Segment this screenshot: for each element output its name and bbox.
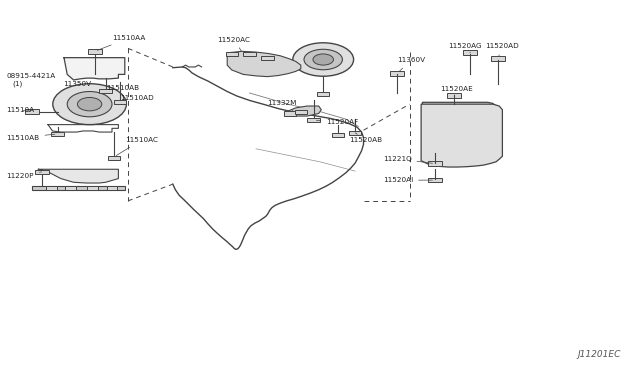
Bar <box>243 52 256 56</box>
Bar <box>46 186 56 190</box>
Text: (1): (1) <box>13 81 23 87</box>
Bar <box>349 131 362 135</box>
Bar <box>261 55 274 60</box>
Text: J11201EC: J11201EC <box>577 350 621 359</box>
Text: 11520AF: 11520AF <box>316 119 358 125</box>
Text: 11510AA: 11510AA <box>97 35 145 50</box>
Bar <box>88 186 98 190</box>
Bar <box>88 49 102 54</box>
Polygon shape <box>64 58 125 80</box>
Bar <box>35 170 49 174</box>
Polygon shape <box>422 102 498 122</box>
Text: 11520AD: 11520AD <box>485 44 519 56</box>
Ellipse shape <box>313 54 333 65</box>
Text: 11220P: 11220P <box>6 172 42 179</box>
Polygon shape <box>227 51 301 77</box>
Text: 11510AD: 11510AD <box>120 96 154 102</box>
Bar <box>99 89 112 93</box>
Polygon shape <box>32 186 125 190</box>
Ellipse shape <box>304 49 342 70</box>
Text: 08915-4421A: 08915-4421A <box>6 73 56 79</box>
Text: 11520AG: 11520AG <box>448 44 482 53</box>
Bar <box>108 155 120 160</box>
Bar <box>428 161 442 166</box>
Ellipse shape <box>67 92 112 117</box>
Bar <box>25 109 39 114</box>
Text: 11360V: 11360V <box>397 58 425 72</box>
Text: 11520AI: 11520AI <box>383 177 433 183</box>
Text: 11520AE: 11520AE <box>440 86 473 96</box>
Text: 11510AC: 11510AC <box>116 137 158 155</box>
Bar <box>284 111 296 116</box>
Text: 11332M: 11332M <box>268 100 297 112</box>
Ellipse shape <box>293 43 353 76</box>
Bar <box>463 51 477 55</box>
Bar <box>332 132 344 137</box>
Bar <box>428 178 442 182</box>
Bar <box>65 186 76 190</box>
Bar <box>307 118 320 122</box>
Bar <box>317 92 330 96</box>
Bar <box>107 186 117 190</box>
Text: 11510AB: 11510AB <box>6 134 55 141</box>
Text: 11520AB: 11520AB <box>349 133 382 143</box>
Bar <box>491 57 505 61</box>
Bar <box>294 110 307 115</box>
Text: 11520AC: 11520AC <box>218 37 251 52</box>
Bar <box>114 100 127 104</box>
Polygon shape <box>421 104 502 167</box>
Ellipse shape <box>53 84 127 125</box>
Polygon shape <box>38 169 118 183</box>
Bar <box>447 93 461 98</box>
Bar <box>390 71 404 76</box>
Text: 11350V: 11350V <box>63 81 91 87</box>
Text: 11510A: 11510A <box>6 108 35 113</box>
Text: 11221Q: 11221Q <box>383 156 433 163</box>
Bar <box>51 132 64 136</box>
Ellipse shape <box>77 97 102 111</box>
Text: 11510AB: 11510AB <box>106 85 140 91</box>
Polygon shape <box>285 106 321 116</box>
Bar <box>225 52 238 56</box>
